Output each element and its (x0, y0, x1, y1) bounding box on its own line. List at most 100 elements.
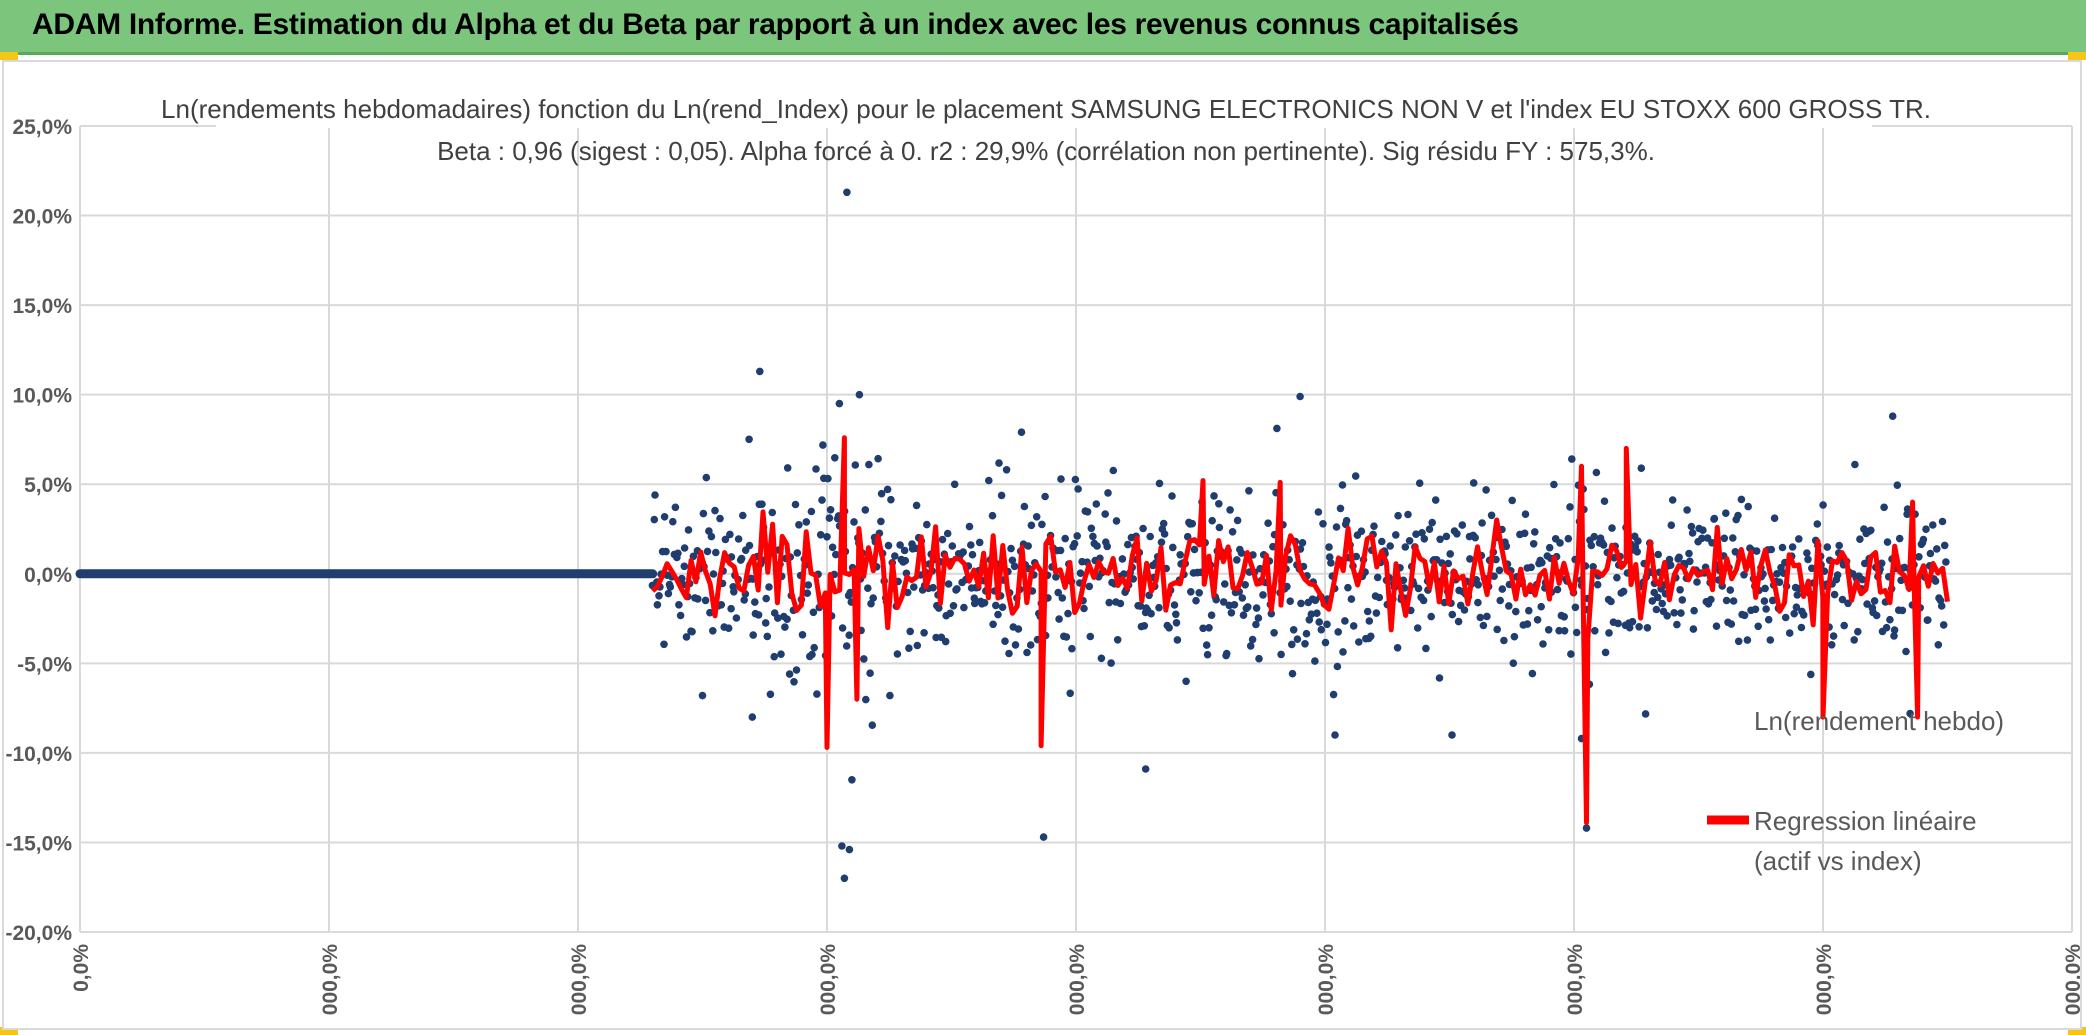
scatter-point (891, 552, 899, 560)
scatter-point (1658, 599, 1666, 608)
scatter-point (1737, 495, 1746, 504)
scatter-point (1560, 613, 1568, 621)
x-tick-label: 000,0% (1315, 944, 1338, 1016)
scatter-point (1412, 530, 1420, 538)
scatter-point (785, 670, 794, 678)
scatter-point (1607, 597, 1615, 606)
scatter-point (1919, 535, 1928, 544)
scatter-point (818, 496, 826, 504)
scatter-point (702, 473, 711, 482)
scatter-point (1922, 525, 1930, 533)
y-axis-ticks: 25,0% 20,0% 15,0% 10,0% 5,0% 0,0% -5,0% -10,0% -… (5, 116, 72, 945)
scatter-point (684, 526, 693, 534)
scatter-point (1195, 589, 1203, 597)
scatter-point (1239, 611, 1248, 619)
scatter-point (1764, 615, 1773, 624)
scatter-point (1877, 559, 1886, 568)
scatter-point (1007, 544, 1015, 553)
scatter-point (1743, 636, 1752, 644)
scatter-point (1221, 580, 1229, 588)
scatter-point (1829, 632, 1838, 640)
scatter-outlier (838, 842, 846, 850)
scatter-point (1608, 524, 1616, 532)
scatter-point (1092, 500, 1101, 508)
scatter-point (1085, 582, 1094, 591)
scatter-point (1882, 623, 1891, 632)
scatter-point (1415, 479, 1424, 488)
scatter-point (1255, 654, 1263, 663)
scatter-point (1699, 526, 1707, 534)
scatter-point (809, 608, 818, 617)
scatter-point (651, 491, 659, 499)
scatter-point (1823, 543, 1832, 551)
scatter-point (1427, 612, 1435, 621)
scatter-point (1553, 585, 1562, 594)
scatter-point (1643, 624, 1652, 632)
scatter-point (1493, 625, 1501, 634)
scatter-point (1767, 545, 1776, 554)
scatter-point (1317, 625, 1326, 634)
scatter-point (1496, 596, 1504, 605)
scatter-point (1192, 596, 1200, 605)
scatter-point (980, 599, 989, 607)
scatter-point (1056, 546, 1065, 555)
scatter-point (745, 541, 754, 550)
scatter-point (851, 461, 860, 469)
scatter-point (1336, 504, 1345, 513)
scatter-point (1311, 596, 1320, 605)
scatter-point (1678, 596, 1687, 604)
scatter-outlier (1448, 731, 1456, 739)
scatter-point (763, 632, 772, 641)
scatter-point (1314, 508, 1323, 516)
scatter-point (1289, 626, 1298, 634)
scatter-point (1109, 466, 1118, 475)
scatter-point (1731, 548, 1740, 556)
scatter-point (1933, 545, 1941, 553)
scatter-point (1863, 600, 1871, 608)
scatter-point (1508, 496, 1516, 505)
scatter-outlier (698, 691, 707, 700)
scatter-point (943, 529, 952, 538)
scatter-point (824, 474, 832, 483)
scatter-point (1775, 578, 1784, 586)
legend-regression-label-line2: (actif vs index) (1754, 846, 1922, 876)
scatter-point (1903, 505, 1912, 513)
scatter-outlier (855, 390, 864, 399)
scatter-point (1245, 487, 1253, 495)
scatter-point (1222, 649, 1231, 658)
scatter-point (868, 721, 877, 729)
scatter-point (754, 611, 763, 619)
scatter-point (831, 454, 839, 462)
chart-svg: 25,0% 20,0% 15,0% 10,0% 5,0% 0,0% -5,0% -10,0% -… (5, 88, 2080, 1016)
scatter-point (1528, 669, 1537, 678)
scatter-outlier (1296, 392, 1304, 401)
scatter-outlier (848, 776, 856, 784)
scatter-point (1600, 497, 1609, 506)
scatter-point (967, 541, 975, 549)
scatter-point (1568, 455, 1576, 463)
scatter-point (1057, 475, 1065, 483)
scatter-point (1313, 609, 1321, 617)
scatter-point (1187, 588, 1195, 596)
scatter-point (1510, 632, 1519, 641)
scatter-point (896, 541, 904, 549)
scatter-point (1637, 464, 1646, 473)
scatter-point (1614, 619, 1622, 628)
scatter-point (1444, 559, 1453, 568)
scatter-point (1792, 603, 1801, 611)
scatter-point (874, 454, 882, 463)
scatter-point (1074, 485, 1082, 493)
scatter-point (1544, 626, 1553, 634)
scatter-point (1854, 627, 1862, 636)
scatter-point (739, 511, 747, 520)
scatter-point (1169, 543, 1177, 552)
scatter-point (1246, 642, 1255, 650)
scatter-point (845, 631, 853, 639)
scatter-point (1352, 552, 1361, 561)
scatter-point (1146, 532, 1154, 541)
scatter-point (1471, 533, 1479, 542)
scatter-point (1373, 573, 1382, 582)
scatter-point (1482, 486, 1490, 494)
scatter-point (1264, 519, 1272, 527)
scatter-point (1086, 632, 1095, 641)
